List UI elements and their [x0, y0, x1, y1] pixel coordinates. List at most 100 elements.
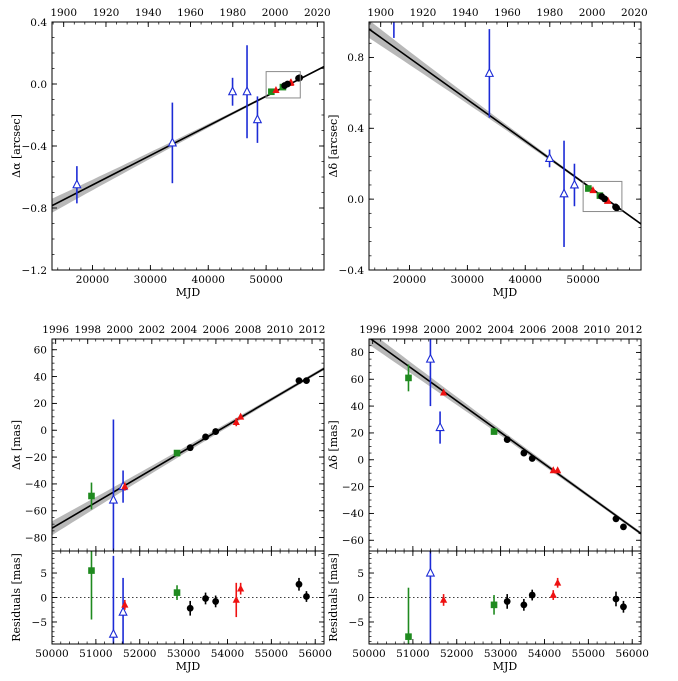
point-hst [425, 567, 436, 577]
point-keck [439, 595, 448, 603]
x-tick-label: 55000 [572, 648, 605, 660]
point-ground [88, 567, 95, 574]
point-vlt [186, 444, 194, 452]
point-vlt [202, 433, 209, 441]
plot-area-tr [369, 22, 641, 247]
top-tick-label: 1996 [359, 324, 386, 336]
x-tick-label: 50000 [249, 274, 282, 286]
point-vlt [620, 523, 627, 531]
point-vlt [520, 601, 528, 609]
panel-bl: 1996 1998 2000 2002 2004 2006 2008 2010 2012 −80 −… [10, 324, 325, 552]
y-tick-label: 0.4 [347, 123, 364, 135]
panel-tr: 20000 30000 40000 50000 1900 1920 1940 1960 1980… [327, 7, 648, 299]
point-ground [405, 633, 412, 640]
point-ground [490, 428, 498, 435]
x-tick-label: 55000 [255, 648, 288, 660]
point-keck [121, 482, 129, 490]
top-tick-label: 1960 [494, 7, 521, 19]
point-hst [559, 188, 569, 198]
y-tick-label: −40 [25, 479, 47, 491]
top-tick-label: 2002 [455, 324, 482, 336]
point-vlt [284, 80, 291, 88]
point-vlt [295, 580, 303, 588]
x-tick-label: 40000 [192, 274, 225, 286]
y-tick-label: 0 [40, 592, 47, 604]
top-tick-label: 1940 [452, 7, 479, 19]
uncertainty-band [369, 22, 641, 225]
x-tick-label: 52000 [440, 648, 473, 660]
plot-area-br [369, 339, 641, 536]
point-vlt [520, 449, 528, 457]
panel-blr: 50000 51000 52000 53000 54000 55000 56000 −5 0 5 M… [10, 550, 332, 673]
y-tick-label: 0.0 [347, 194, 364, 206]
x-axis-label: MJD [176, 660, 201, 673]
point-keck [237, 584, 245, 592]
x-tick-label: 53000 [167, 648, 200, 660]
point-keck [237, 412, 245, 420]
x-tick-label: 50000 [352, 648, 385, 660]
y-tick-label: 60 [34, 345, 47, 357]
y-tick-label: −0.8 [22, 203, 48, 215]
y-tick-label: 20 [34, 398, 47, 410]
point-hst [167, 137, 178, 147]
point-vlt [620, 603, 627, 611]
y-tick-label: −20 [25, 452, 47, 464]
y-axis-label: Residuals [mas] [327, 553, 340, 642]
axes-frame [51, 21, 325, 271]
top-tick-label: 2002 [138, 324, 165, 336]
top-tick-label: 1960 [177, 7, 204, 19]
y-tick-label: 40 [34, 371, 47, 383]
point-vlt [212, 598, 220, 605]
plot-area-bl [52, 366, 324, 551]
y-tick-label: −40 [342, 508, 364, 520]
point-ground [268, 88, 275, 96]
x-axis-label: MJD [176, 286, 201, 299]
point-vlt [212, 428, 220, 435]
top-tick-label: 2000 [106, 324, 133, 336]
y-tick-label: 0 [357, 592, 364, 604]
y-tick-label: −1.2 [22, 265, 48, 277]
point-vlt [503, 436, 511, 444]
point-keck [554, 466, 562, 474]
point-keck [121, 600, 129, 608]
plot-area-tl [52, 45, 324, 213]
y-tick-label: 0.4 [30, 17, 47, 29]
point-hst [72, 179, 82, 189]
x-tick-label: 53000 [484, 648, 517, 660]
point-vlt [295, 377, 303, 384]
top-tick-label: 1900 [50, 7, 77, 19]
point-hst [544, 152, 555, 162]
zoom-box [582, 180, 623, 213]
point-vlt [303, 377, 310, 384]
top-tick-label: 2020 [621, 7, 648, 19]
point-ground [88, 492, 95, 500]
top-tick-label: 1920 [410, 7, 437, 19]
top-tick-label: 2000 [262, 7, 289, 19]
point-hst [118, 606, 128, 616]
y-tick-label: 80 [351, 347, 364, 359]
y-tick-label: −0.4 [339, 265, 365, 277]
x-tick-label: 30000 [451, 274, 484, 286]
point-vlt [613, 204, 621, 212]
y-axis-label: Δδ [mas] [327, 420, 340, 469]
x-tick-label: 30000 [134, 274, 167, 286]
point-vlt [186, 604, 194, 612]
top-tick-label: 2006 [203, 324, 230, 336]
point-hst [484, 67, 495, 77]
point-keck [554, 578, 562, 586]
axes-frame [51, 338, 325, 552]
top-tick-label: 1940 [135, 7, 162, 19]
point-ground [173, 449, 181, 457]
point-ground [585, 185, 592, 192]
point-keck [272, 86, 280, 93]
x-axis-label: MJD [493, 286, 518, 299]
point-vlt [612, 595, 620, 603]
top-tick-label: 2010 [584, 324, 611, 336]
point-vlt [303, 593, 310, 600]
y-tick-label: 0 [357, 455, 364, 467]
top-tick-label: 2004 [170, 324, 197, 336]
fit-line [369, 339, 641, 535]
point-ground [490, 601, 498, 609]
top-tick-label: 2006 [520, 324, 547, 336]
y-axis-label: Δα [arcsec] [10, 114, 23, 178]
